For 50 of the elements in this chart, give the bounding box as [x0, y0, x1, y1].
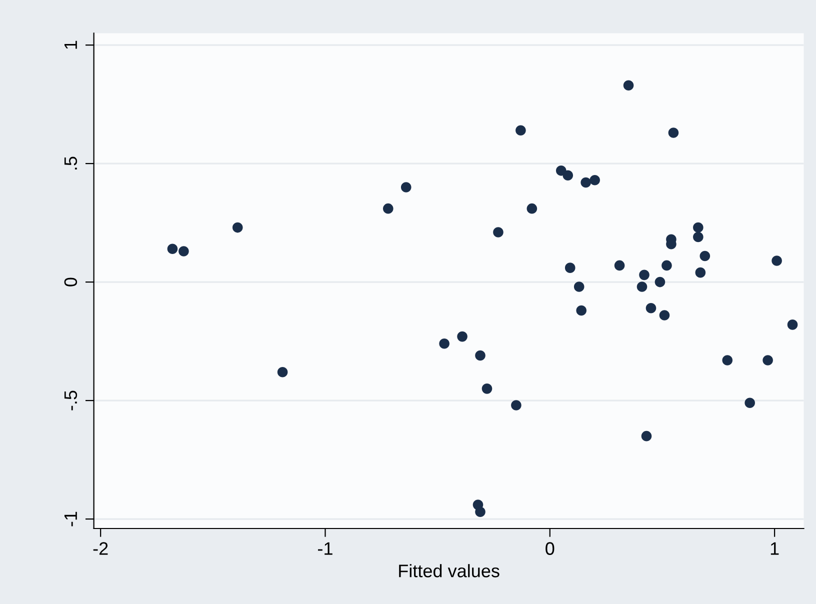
point — [574, 282, 584, 292]
y-tick-label: -.5 — [64, 390, 78, 410]
point — [654, 276, 666, 288]
point — [722, 355, 733, 366]
point — [762, 355, 773, 366]
point — [562, 170, 574, 181]
x-tick-label: 1 — [770, 542, 779, 555]
point — [623, 80, 634, 91]
point — [482, 384, 492, 394]
point — [772, 256, 782, 266]
y-tick-label: 0 — [64, 278, 78, 286]
point — [178, 246, 189, 256]
point — [668, 128, 679, 138]
point — [693, 232, 704, 242]
point — [526, 203, 538, 214]
point — [659, 310, 670, 320]
point — [400, 182, 412, 192]
point — [636, 282, 648, 292]
point — [744, 398, 755, 408]
point — [475, 350, 486, 361]
y-tick-label: 1 — [64, 40, 77, 49]
point — [580, 177, 591, 188]
point — [695, 267, 706, 278]
point — [516, 125, 526, 136]
point — [641, 430, 652, 442]
x-tick-label: 0 — [546, 542, 554, 555]
point — [787, 320, 798, 330]
point — [457, 331, 468, 342]
point — [475, 506, 486, 518]
point — [590, 174, 600, 186]
point — [277, 366, 288, 378]
y-tick-label: .5 — [64, 156, 78, 170]
point — [662, 260, 672, 271]
y-tick-label: -1 — [64, 512, 77, 526]
point — [232, 222, 243, 233]
x-tick-label: -1 — [318, 542, 332, 555]
point — [576, 305, 586, 316]
point — [493, 227, 504, 238]
point — [564, 262, 576, 273]
point — [639, 270, 650, 280]
point — [511, 400, 522, 410]
point — [382, 203, 394, 214]
x-axis-title: Fitted values — [399, 564, 500, 578]
x-tick-label: -2 — [93, 542, 108, 555]
point — [614, 260, 625, 271]
point — [167, 244, 178, 254]
point — [439, 338, 450, 349]
point — [700, 250, 710, 262]
point — [646, 302, 656, 314]
point — [693, 222, 704, 233]
